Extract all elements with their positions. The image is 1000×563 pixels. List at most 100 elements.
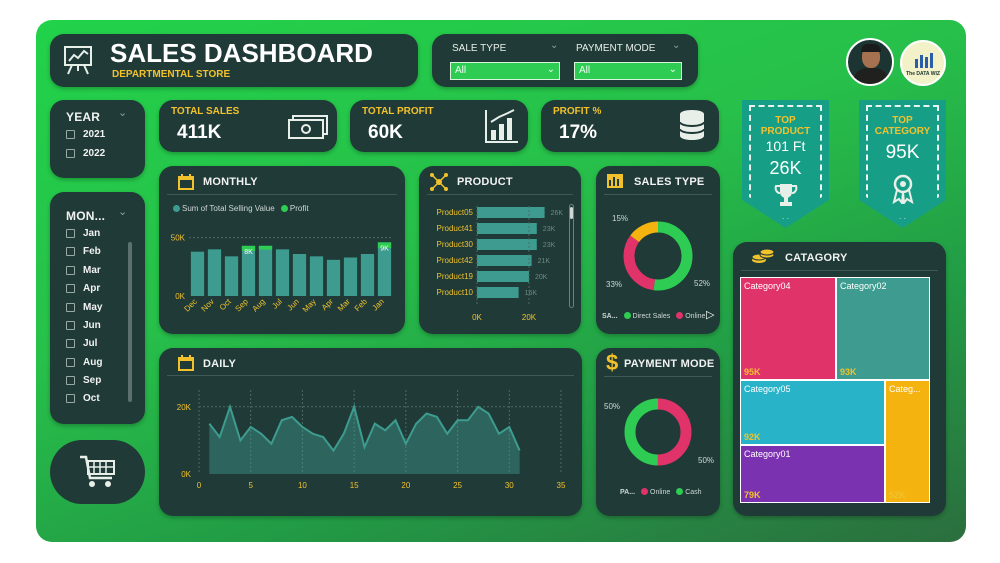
month-option[interactable]: Mar xyxy=(66,265,101,276)
payment-mode-card: $ PAYMENT MODE 50% 50% PA... Online Cash xyxy=(596,348,720,516)
bar-sales xyxy=(309,256,324,296)
bar-growth-icon xyxy=(485,109,518,143)
x-tick-label: 0K xyxy=(472,313,482,322)
year-option[interactable]: 2021 xyxy=(66,129,105,140)
header-panel: SALES DASHBOARD DEPARTMENTAL STORE xyxy=(50,34,418,87)
data-label: 8K xyxy=(244,249,253,256)
top-product-value: 26K xyxy=(769,158,802,178)
area-fill xyxy=(209,406,520,474)
chevron-down-icon: ⌄ xyxy=(546,64,555,75)
month-option[interactable]: Sep xyxy=(66,375,101,386)
checkbox[interactable] xyxy=(66,375,75,385)
checkbox[interactable] xyxy=(66,148,75,158)
trophy-icon xyxy=(774,184,798,206)
x-tick-label: 5 xyxy=(248,481,253,490)
checkbox[interactable] xyxy=(66,228,75,238)
scrollbar[interactable] xyxy=(569,204,574,308)
treemap-tile[interactable]: Categ... 52K xyxy=(885,380,930,503)
checkbox[interactable] xyxy=(66,393,75,403)
x-tick-label: Mar xyxy=(336,297,352,313)
bar-sales xyxy=(241,245,256,296)
data-label: 21K xyxy=(538,258,551,265)
checkbox[interactable] xyxy=(66,338,75,348)
month-option-label: Jun xyxy=(83,320,101,331)
bar-sales xyxy=(190,251,205,296)
month-option[interactable]: May xyxy=(66,302,102,313)
month-option-label: Oct xyxy=(83,393,100,404)
tile-name: Category04 xyxy=(744,281,791,291)
sale-type-dropdown[interactable]: All ⌄ xyxy=(450,62,560,80)
month-option[interactable]: Aug xyxy=(66,357,102,368)
sales-type-legend: SA... Direct Sales Online xyxy=(602,312,705,320)
checkbox[interactable] xyxy=(66,357,75,367)
product-bar-chart: Product05 26K Product41 23K Product30 23K Prod… xyxy=(437,206,563,322)
month-option[interactable]: Apr xyxy=(66,283,100,294)
checkbox[interactable] xyxy=(66,246,75,256)
y-tick-label: 0K xyxy=(175,292,185,301)
legend-title: SA... xyxy=(602,313,618,320)
payment-mode-dropdown[interactable]: All ⌄ xyxy=(574,62,682,80)
avatar xyxy=(846,38,894,86)
treemap-tile[interactable]: Category04 95K xyxy=(740,277,836,380)
total-sales-label: TOTAL SALES xyxy=(171,106,240,117)
payment-label-right: 50% xyxy=(698,456,715,465)
sales-type-label-bottom: 33% xyxy=(606,280,623,289)
bar-sales xyxy=(360,254,375,296)
top-product-name: 101 Ft xyxy=(765,138,806,154)
divider xyxy=(427,194,573,195)
divider xyxy=(741,270,938,271)
legend-next-icon[interactable]: ▷ xyxy=(706,309,715,321)
bar-profit xyxy=(258,245,273,250)
payment-legend: PA... Online Cash xyxy=(620,488,702,496)
sales-type-label-right: 52% xyxy=(694,279,711,288)
year-slicer: YEAR ⌄ 2021 2022 xyxy=(50,100,145,178)
filters-panel: SALE TYPE ⌄ All ⌄ PAYMENT MODE ⌄ All ⌄ xyxy=(432,34,698,87)
profit-pct-label: PROFIT % xyxy=(553,106,602,117)
x-tick-label: May xyxy=(301,297,318,314)
month-option[interactable]: Feb xyxy=(66,246,101,257)
divider xyxy=(604,194,712,195)
treemap-tile[interactable]: Category02 93K xyxy=(836,277,930,380)
month-option[interactable]: Jul xyxy=(66,338,97,349)
month-option[interactable]: Jan xyxy=(66,228,100,239)
avatar-shoulders xyxy=(853,68,889,84)
month-option[interactable]: Oct xyxy=(66,393,100,404)
page-title: SALES DASHBOARD xyxy=(110,38,373,68)
legend-label: Direct Sales xyxy=(632,313,671,320)
money-icon xyxy=(288,115,328,139)
checkbox[interactable] xyxy=(66,283,75,293)
payment-mode-donut xyxy=(624,398,692,466)
treemap-tile[interactable]: Category01 79K xyxy=(740,445,885,503)
x-tick-label: Jul xyxy=(270,297,284,311)
profit-pct-value: 17% xyxy=(559,122,598,143)
presentation-board-icon xyxy=(64,46,92,75)
year-option[interactable]: 2022 xyxy=(66,148,105,159)
chevron-down-icon: ⌄ xyxy=(668,64,677,75)
scrollbar[interactable] xyxy=(128,242,132,402)
top-category-ribbon: TOP CATEGORY 95K xyxy=(859,100,946,228)
monthly-chart-card: MONTHLY Sum of Total Selling Value Profi… xyxy=(159,166,405,334)
bar-sales xyxy=(275,249,290,296)
total-profit-value: 60K xyxy=(368,122,403,143)
month-option[interactable]: Jun xyxy=(66,320,101,331)
scrollbar-thumb[interactable] xyxy=(570,207,573,219)
month-option-label: Jul xyxy=(83,338,98,349)
divider xyxy=(604,376,712,377)
treemap-tile[interactable]: Category05 92K xyxy=(740,380,885,445)
cart-button[interactable] xyxy=(50,440,145,504)
checkbox[interactable] xyxy=(66,265,75,275)
checkbox[interactable] xyxy=(66,129,75,139)
checkbox[interactable] xyxy=(66,302,75,312)
checkbox[interactable] xyxy=(66,320,75,330)
category-label: Product05 xyxy=(437,208,474,217)
top-product-title: TOP xyxy=(775,115,796,126)
x-tick-label: 20K xyxy=(522,313,537,322)
product-chart-card: PRODUCT Product05 26K Product41 23K Product3… xyxy=(419,166,581,334)
bar-sales xyxy=(377,242,392,296)
legend-sales-label: Sum of Total Selling Value xyxy=(182,204,275,213)
tile-value: 93K xyxy=(840,367,857,377)
data-label: 20K xyxy=(535,274,548,281)
x-tick-label: 20 xyxy=(401,481,410,490)
brand-logo: The DATA WIZ xyxy=(900,40,946,86)
month-option-label: Aug xyxy=(83,357,103,368)
